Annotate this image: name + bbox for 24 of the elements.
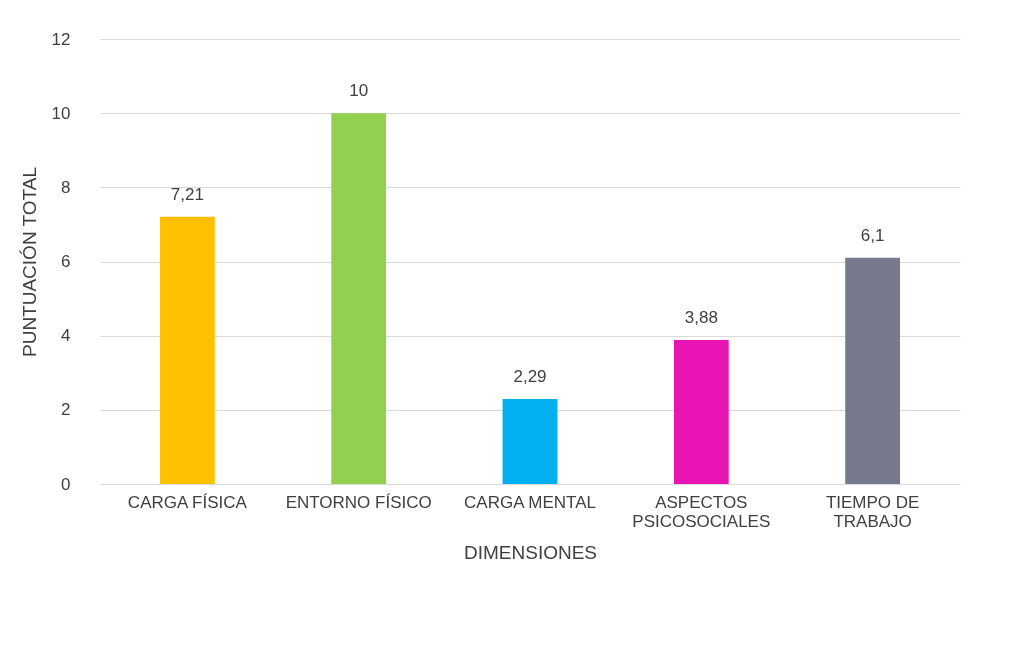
x-tick-label: TIEMPO DE TRABAJO <box>825 492 920 531</box>
y-tick-label: 2 <box>61 400 71 420</box>
x-tick-label: CARGA FÍSICA <box>127 492 248 512</box>
y-tick-label: 8 <box>61 177 71 197</box>
bar <box>502 399 558 484</box>
y-tick-label: 12 <box>51 29 71 49</box>
y-tick-label: 10 <box>51 103 71 123</box>
bar <box>845 257 901 484</box>
data-label: 2,29 <box>513 367 547 387</box>
y-tick-label: 0 <box>61 474 71 494</box>
x-tick-label: ENTORNO FÍSICO <box>285 492 432 512</box>
y-tick-label: 6 <box>61 252 71 271</box>
x-tick-label: ASPECTOS PSICOSOCIALES <box>632 492 771 531</box>
y-axis-title: PUNTUACIÓN TOTAL <box>18 166 40 358</box>
data-label: 3,88 <box>684 308 718 328</box>
data-label: 10 <box>349 81 369 101</box>
y-tick-label: 4 <box>61 326 71 346</box>
bar <box>673 340 729 484</box>
bar <box>331 113 387 484</box>
x-axis-title: DIMENSIONES <box>463 541 598 563</box>
bar <box>159 216 215 484</box>
data-label: 6,1 <box>860 225 885 245</box>
data-label: 7,21 <box>170 184 204 204</box>
x-tick-label: CARGA MENTAL <box>464 492 596 512</box>
